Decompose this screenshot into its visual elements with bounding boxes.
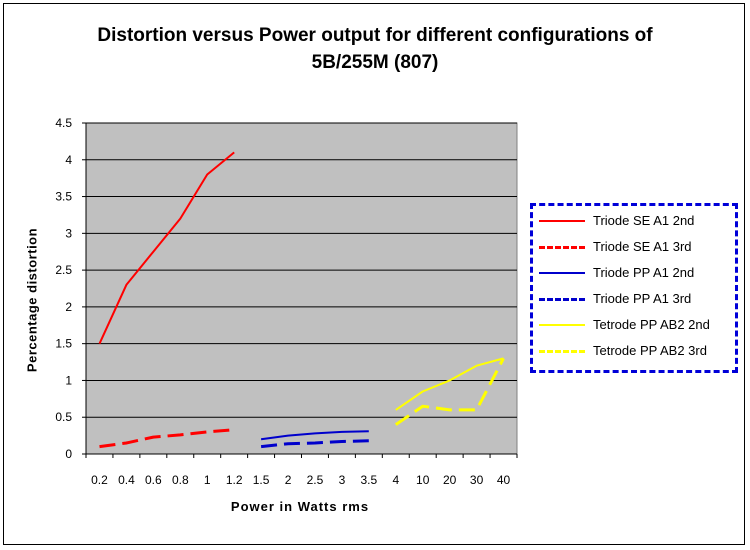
x-tick-label: 3.5: [361, 473, 378, 487]
legend-swatch: [539, 220, 585, 222]
y-tick-label: 4: [65, 153, 72, 167]
legend-label: Triode PP A1 2nd: [593, 265, 695, 280]
legend-swatch: [539, 298, 585, 301]
legend-label: Tetrode PP AB2 2nd: [593, 317, 710, 332]
legend-label: Triode PP A1 3rd: [593, 291, 692, 306]
legend-swatch: [539, 324, 585, 326]
legend-item: Triode SE A1 3rd: [537, 238, 737, 260]
legend-swatch: [539, 272, 585, 274]
x-tick-label: 2.5: [307, 473, 324, 487]
legend-item: Triode PP A1 3rd: [537, 290, 737, 312]
legend-item: Triode SE A1 2nd: [537, 212, 737, 234]
series-line: [260, 430, 369, 441]
y-tick-label: 4.5: [55, 116, 72, 130]
x-tick-label: 1: [204, 473, 211, 487]
series-line: [394, 357, 505, 426]
y-tick-label: 1.5: [55, 337, 72, 351]
series-line: [260, 439, 369, 449]
legend-swatch: [539, 246, 585, 249]
x-tick-label: 0.6: [145, 473, 162, 487]
legend-swatch: [539, 350, 585, 353]
y-tick-label: 3.5: [55, 190, 72, 204]
x-tick-label: 40: [497, 473, 511, 487]
y-tick-label: 1: [65, 373, 72, 387]
x-tick-label: 4: [392, 473, 399, 487]
series-line: [395, 357, 504, 411]
legend-label: Triode SE A1 2nd: [593, 213, 695, 228]
x-tick-label: 1.2: [226, 473, 243, 487]
x-tick-label: 2: [285, 473, 292, 487]
legend-item: Tetrode PP AB2 2nd: [537, 316, 737, 338]
legend-item: Triode PP A1 2nd: [537, 264, 737, 286]
x-tick-label: 30: [470, 473, 484, 487]
y-tick-label: 0: [65, 447, 72, 461]
y-tick-label: 2.5: [55, 263, 72, 277]
legend: Triode SE A1 2nd Triode SE A1 3rd Triode…: [530, 203, 738, 373]
series-line: [98, 151, 235, 345]
x-tick-label: 0.4: [118, 473, 135, 487]
y-tick-label: 0.5: [55, 410, 72, 424]
legend-item: Tetrode PP AB2 3rd: [537, 342, 737, 364]
x-tick-label: 0.8: [172, 473, 189, 487]
plot-area: [85, 122, 518, 455]
chart-title: Distortion versus Power output for diffe…: [97, 25, 653, 73]
legend-label: Triode SE A1 3rd: [593, 239, 692, 254]
x-axis-title: Power in Watts rms: [230, 499, 370, 514]
y-axis-title: Percentage distortion: [24, 227, 40, 373]
x-tick-label: 3: [339, 473, 346, 487]
y-tick-label: 3: [65, 226, 72, 240]
y-tick-label: 2: [65, 300, 72, 314]
legend-label: Tetrode PP AB2 3rd: [593, 343, 707, 358]
x-tick-label: 20: [443, 473, 457, 487]
x-tick-label: 0.2: [91, 473, 108, 487]
x-tick-label: 1.5: [253, 473, 270, 487]
x-tick-label: 10: [416, 473, 430, 487]
